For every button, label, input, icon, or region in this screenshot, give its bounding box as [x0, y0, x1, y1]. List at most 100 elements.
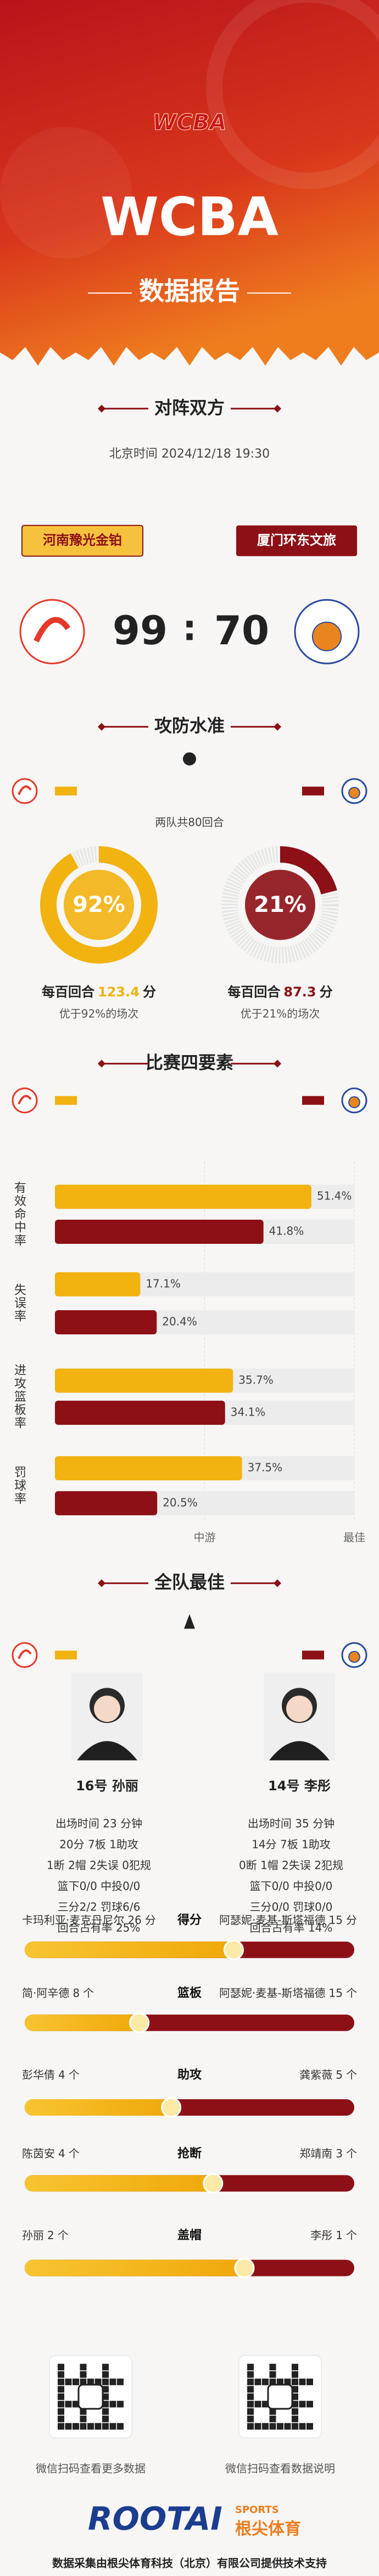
qr-dot — [117, 2378, 124, 2386]
qr-dot — [102, 2408, 109, 2415]
gauge-core — [64, 870, 134, 940]
leader-home-part: 8 — [73, 1986, 80, 1999]
qr-dot — [277, 2378, 283, 2386]
leader-home: 陈茵安 4 个 — [22, 2147, 80, 2160]
qr-dot — [80, 2371, 87, 2378]
qr-dot — [80, 2415, 87, 2422]
player-stat: 1断 2帽 2失误 0犯规 — [47, 1859, 151, 1872]
factor-bar — [55, 1491, 158, 1515]
leader-away-part: 个 — [346, 2068, 357, 2081]
leader-away: 阿瑟妮·麦基-斯塔福德 15 分 — [219, 1913, 357, 1926]
qr-dot — [247, 2423, 254, 2430]
qr-dot — [299, 2378, 306, 2386]
credit: 数据采集由根尖体育科技（北京）有限公司提供技术支持 — [52, 2557, 327, 2570]
qr-caption: 微信扫码查看更多数据 — [36, 2462, 146, 2475]
logo: WCBA — [153, 110, 227, 136]
qr-dot — [109, 2400, 116, 2408]
qr-dot — [65, 2378, 72, 2386]
rating-part: 123.4 — [98, 984, 140, 1000]
qr-center — [77, 2383, 104, 2410]
header-bg — [0, 0, 379, 374]
factor-value-label: 51.4% — [317, 1190, 352, 1203]
qr-dot — [284, 2378, 291, 2386]
qr-dot — [65, 2400, 72, 2408]
factor-value-label: 35.7% — [238, 1373, 274, 1386]
qr-dot — [58, 2364, 64, 2371]
qr-dot — [292, 2415, 298, 2422]
leader-away-part: 3 — [336, 2147, 343, 2160]
leader-away: 李彤 1 个 — [310, 2229, 357, 2242]
section-diamond — [97, 1059, 106, 1068]
qr-dot — [277, 2423, 283, 2430]
leader-away-part: 个 — [346, 2229, 357, 2242]
brand: ROOTAI — [88, 2500, 222, 2537]
section-title: 对阵双方 — [154, 397, 225, 418]
qr-dot — [299, 2423, 306, 2430]
qr-dot — [102, 2423, 109, 2430]
qr-dot — [269, 2415, 276, 2422]
rating-part: 分 — [320, 984, 333, 1000]
player-body — [269, 1741, 330, 1761]
section-diamond — [97, 723, 106, 731]
qr-dot — [269, 2408, 276, 2415]
factor-bar — [55, 1272, 141, 1297]
section-diamond — [273, 1059, 282, 1068]
leader-home-part: 个 — [83, 1986, 94, 1999]
leader-home: 孙丽 2 个 — [22, 2229, 69, 2242]
team-logo-figure — [18, 1649, 32, 1659]
qr-dot — [254, 2400, 261, 2408]
leader-away-part: 李彤 — [310, 2229, 332, 2242]
leader-bar-home — [25, 2014, 140, 2031]
brand-tag: SPORTS — [235, 2504, 279, 2516]
leader-bar-home — [25, 2259, 244, 2276]
qr-dot — [292, 2423, 298, 2430]
legend-swatch — [302, 786, 324, 796]
qr-dot — [80, 2423, 87, 2430]
leader-bar-home — [25, 2099, 171, 2116]
team-logo-ball — [348, 1650, 360, 1663]
qr-dot — [247, 2400, 254, 2408]
factor-bar — [55, 1400, 225, 1425]
home-team: 河南豫光金铂 — [43, 533, 122, 548]
section-diamond — [97, 404, 106, 413]
leader-category: 得分 — [177, 1913, 202, 1927]
factor-label: 有效命中率 — [12, 1181, 26, 1247]
player-stat: 出场时间 35 分钟 — [248, 1817, 335, 1830]
qr-dot — [58, 2393, 64, 2400]
section-diamond — [273, 404, 282, 413]
qr-dot — [247, 2386, 254, 2393]
rating-note: 优于92%的场次 — [59, 1007, 138, 1021]
home-score: 99 — [113, 607, 168, 653]
qr-dot — [73, 2400, 79, 2408]
qr-dot — [87, 2423, 94, 2430]
team-logo-figure — [18, 785, 32, 796]
section-icon — [183, 752, 196, 766]
leader-bar-home — [25, 1941, 234, 1958]
section-diamond — [273, 723, 282, 731]
qr-dot — [299, 2400, 306, 2408]
leader-home-part: 卡玛利亚·麦克丹尼尔 — [22, 1913, 124, 1926]
factor-bar — [55, 1456, 242, 1480]
player-face — [286, 1695, 313, 1722]
leader-home-part: 简·阿辛德 — [22, 1986, 69, 1999]
team-logo-figure — [34, 617, 71, 642]
qr-dot — [247, 2393, 254, 2400]
gauge-label: 92% — [73, 892, 125, 917]
legend-swatch — [302, 1096, 324, 1105]
player-stat: 出场时间 23 分钟 — [55, 1817, 142, 1830]
qr-dot — [94, 2423, 102, 2430]
gauge-arc — [40, 846, 158, 964]
qr-dot — [269, 2378, 276, 2386]
qr-dot — [58, 2400, 64, 2408]
leader-home-part: 孙丽 — [22, 2229, 44, 2242]
leader-knob — [203, 2173, 224, 2194]
leader-knob — [223, 1940, 244, 1960]
title: WCBA — [101, 187, 278, 248]
leader-home-part: 个 — [69, 2068, 80, 2081]
leader-away-part: 分 — [346, 1913, 357, 1926]
qr-dot — [254, 2423, 261, 2430]
rating-note: 优于21%的场次 — [241, 1007, 320, 1021]
leader-home-part: 26 — [127, 1913, 141, 1926]
x-tick-label: 中游 — [194, 1531, 216, 1544]
